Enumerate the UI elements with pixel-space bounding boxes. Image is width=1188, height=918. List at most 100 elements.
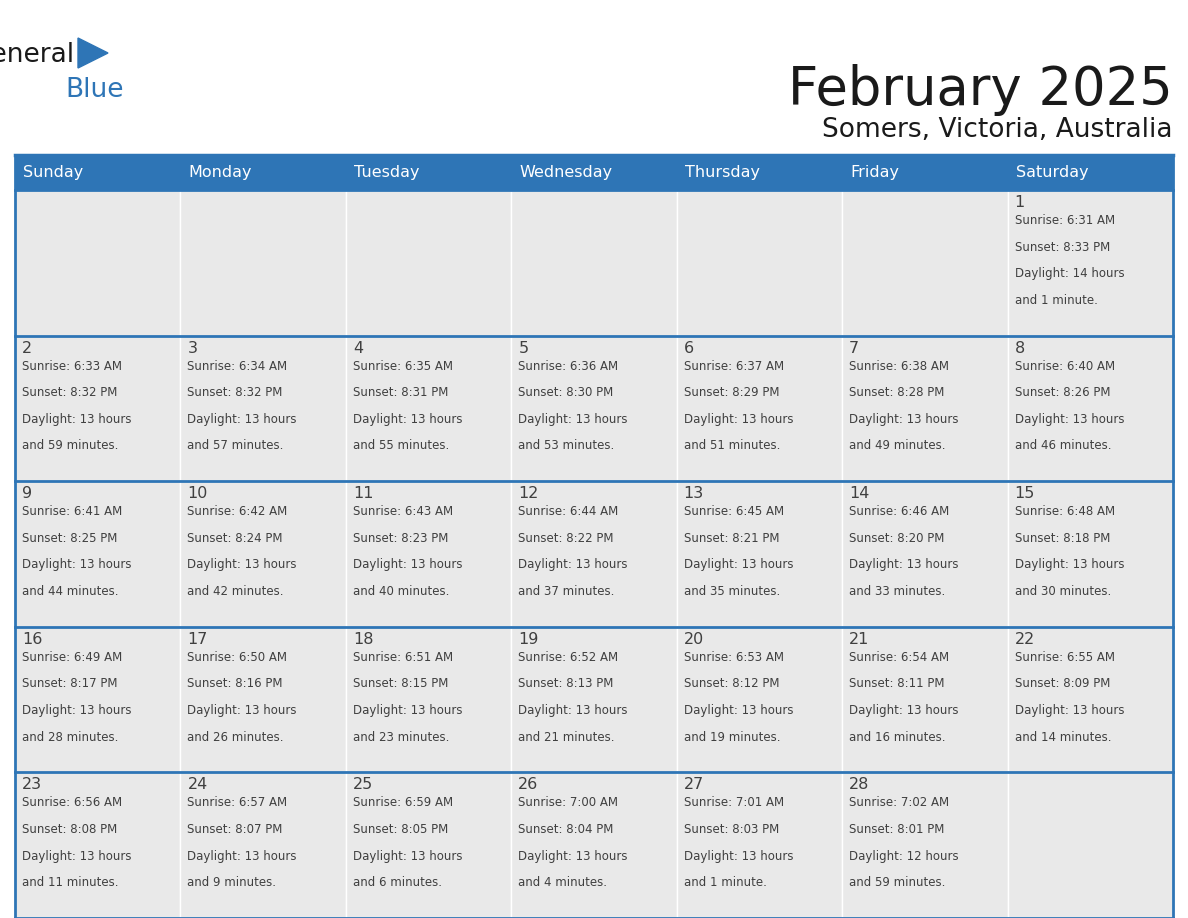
Text: Sunset: 8:15 PM: Sunset: 8:15 PM [353, 677, 448, 690]
Bar [1007, 155, 1173, 190]
Bar [181, 155, 346, 190]
Bar [677, 336, 842, 481]
Text: Sunset: 8:12 PM: Sunset: 8:12 PM [684, 677, 779, 690]
Bar [511, 155, 677, 190]
Text: Sunset: 8:01 PM: Sunset: 8:01 PM [849, 823, 944, 836]
Text: Sunset: 8:29 PM: Sunset: 8:29 PM [684, 386, 779, 399]
Text: Saturday: Saturday [1016, 165, 1088, 180]
Bar [842, 190, 1007, 336]
Text: 9: 9 [23, 487, 32, 501]
Bar [181, 190, 346, 336]
Bar [677, 155, 842, 190]
Text: Sunrise: 6:43 AM: Sunrise: 6:43 AM [353, 505, 453, 518]
Bar [15, 336, 181, 481]
Text: Daylight: 13 hours: Daylight: 13 hours [23, 558, 132, 571]
Bar [1007, 336, 1173, 481]
Text: Daylight: 13 hours: Daylight: 13 hours [23, 413, 132, 426]
Text: 14: 14 [849, 487, 870, 501]
Text: 17: 17 [188, 632, 208, 647]
Text: Sunset: 8:11 PM: Sunset: 8:11 PM [849, 677, 944, 690]
Text: and 1 minute.: and 1 minute. [1015, 294, 1098, 307]
Text: Sunset: 8:03 PM: Sunset: 8:03 PM [684, 823, 779, 836]
Bar [842, 336, 1007, 481]
Text: Sunset: 8:04 PM: Sunset: 8:04 PM [518, 823, 614, 836]
Text: Daylight: 13 hours: Daylight: 13 hours [188, 704, 297, 717]
Text: Wednesday: Wednesday [519, 165, 612, 180]
Text: Sunrise: 6:33 AM: Sunrise: 6:33 AM [23, 360, 122, 373]
Bar [15, 155, 181, 190]
Text: 24: 24 [188, 778, 208, 792]
Text: Sunrise: 6:40 AM: Sunrise: 6:40 AM [1015, 360, 1114, 373]
Text: Daylight: 13 hours: Daylight: 13 hours [684, 704, 794, 717]
Bar [346, 481, 511, 627]
Text: and 44 minutes.: and 44 minutes. [23, 585, 119, 598]
Text: Sunset: 8:31 PM: Sunset: 8:31 PM [353, 386, 448, 399]
Text: and 14 minutes.: and 14 minutes. [1015, 731, 1111, 744]
Bar [842, 481, 1007, 627]
Text: Sunset: 8:23 PM: Sunset: 8:23 PM [353, 532, 448, 544]
Text: Sunset: 8:13 PM: Sunset: 8:13 PM [518, 677, 614, 690]
Text: 18: 18 [353, 632, 373, 647]
Text: 6: 6 [684, 341, 694, 355]
Bar [1007, 772, 1173, 918]
Text: Sunrise: 6:57 AM: Sunrise: 6:57 AM [188, 797, 287, 810]
Bar [15, 627, 181, 772]
Bar [677, 481, 842, 627]
Text: Sunset: 8:32 PM: Sunset: 8:32 PM [188, 386, 283, 399]
Text: and 51 minutes.: and 51 minutes. [684, 440, 781, 453]
Text: Friday: Friday [851, 165, 899, 180]
Text: and 59 minutes.: and 59 minutes. [23, 440, 119, 453]
Polygon shape [78, 38, 108, 68]
Text: Sunset: 8:28 PM: Sunset: 8:28 PM [849, 386, 944, 399]
Text: 4: 4 [353, 341, 364, 355]
Bar [842, 627, 1007, 772]
Text: Sunset: 8:20 PM: Sunset: 8:20 PM [849, 532, 944, 544]
Text: and 57 minutes.: and 57 minutes. [188, 440, 284, 453]
Text: Daylight: 13 hours: Daylight: 13 hours [849, 558, 959, 571]
Text: and 9 minutes.: and 9 minutes. [188, 876, 277, 890]
Text: Daylight: 13 hours: Daylight: 13 hours [684, 558, 794, 571]
Text: Sunrise: 6:51 AM: Sunrise: 6:51 AM [353, 651, 453, 664]
Text: Sunrise: 6:31 AM: Sunrise: 6:31 AM [1015, 214, 1114, 227]
Text: and 16 minutes.: and 16 minutes. [849, 731, 946, 744]
Text: 11: 11 [353, 487, 373, 501]
Text: 12: 12 [518, 487, 538, 501]
Text: and 6 minutes.: and 6 minutes. [353, 876, 442, 890]
Text: 22: 22 [1015, 632, 1035, 647]
Text: Sunrise: 6:55 AM: Sunrise: 6:55 AM [1015, 651, 1114, 664]
Bar [511, 627, 677, 772]
Bar [1007, 481, 1173, 627]
Bar [346, 627, 511, 772]
Text: Daylight: 13 hours: Daylight: 13 hours [23, 849, 132, 863]
Text: Sunrise: 6:52 AM: Sunrise: 6:52 AM [518, 651, 619, 664]
Text: Sunrise: 7:02 AM: Sunrise: 7:02 AM [849, 797, 949, 810]
Text: Sunset: 8:18 PM: Sunset: 8:18 PM [1015, 532, 1110, 544]
Text: and 55 minutes.: and 55 minutes. [353, 440, 449, 453]
Text: Daylight: 13 hours: Daylight: 13 hours [188, 558, 297, 571]
Text: Sunrise: 7:00 AM: Sunrise: 7:00 AM [518, 797, 618, 810]
Bar [181, 627, 346, 772]
Text: Sunset: 8:08 PM: Sunset: 8:08 PM [23, 823, 118, 836]
Text: Sunset: 8:21 PM: Sunset: 8:21 PM [684, 532, 779, 544]
Text: Sunset: 8:05 PM: Sunset: 8:05 PM [353, 823, 448, 836]
Text: Sunrise: 6:48 AM: Sunrise: 6:48 AM [1015, 505, 1114, 518]
Text: 28: 28 [849, 778, 870, 792]
Bar [842, 155, 1007, 190]
Text: Daylight: 13 hours: Daylight: 13 hours [518, 558, 627, 571]
Text: 23: 23 [23, 778, 42, 792]
Text: and 30 minutes.: and 30 minutes. [1015, 585, 1111, 598]
Text: Daylight: 13 hours: Daylight: 13 hours [684, 413, 794, 426]
Bar [677, 772, 842, 918]
Bar [677, 627, 842, 772]
Text: Daylight: 14 hours: Daylight: 14 hours [1015, 267, 1124, 280]
Text: Sunset: 8:25 PM: Sunset: 8:25 PM [23, 532, 118, 544]
Text: Sunset: 8:22 PM: Sunset: 8:22 PM [518, 532, 614, 544]
Text: 13: 13 [684, 487, 704, 501]
Text: 20: 20 [684, 632, 704, 647]
Text: 1: 1 [1015, 195, 1025, 210]
Text: and 26 minutes.: and 26 minutes. [188, 731, 284, 744]
Text: and 53 minutes.: and 53 minutes. [518, 440, 614, 453]
Bar [511, 190, 677, 336]
Text: Daylight: 13 hours: Daylight: 13 hours [1015, 558, 1124, 571]
Bar [181, 772, 346, 918]
